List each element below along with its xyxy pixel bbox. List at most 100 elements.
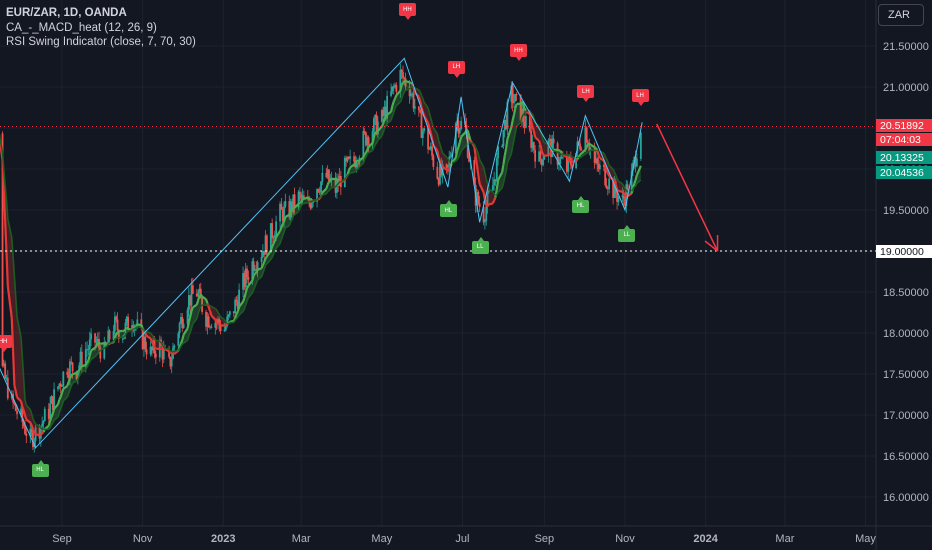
candle-body [79, 351, 82, 366]
ma-slow-line [399, 98, 403, 103]
ma-fast-line [467, 135, 472, 141]
candle-body [47, 408, 50, 419]
ma-slow-line [386, 119, 392, 125]
candle-body [143, 336, 145, 349]
ma-slow-line [382, 128, 386, 134]
price-tick-label: 18.00000 [883, 328, 929, 340]
candle-body [440, 163, 443, 176]
price-tick-label: 19.50000 [883, 205, 929, 217]
candle-body [219, 325, 222, 331]
ma-fast-line [86, 359, 90, 364]
candle-body [593, 148, 596, 163]
ma-band-segment [330, 178, 332, 190]
ma-fast-line [520, 100, 525, 105]
projection-arrow[interactable] [656, 123, 719, 252]
time-axis[interactable]: Sep Nov 2023 Mar May Jul Sep Nov 2024 Mar May [52, 533, 876, 545]
ma-slow-line [70, 382, 74, 387]
ma-slow-price-tag: 20.04536 [876, 166, 932, 179]
candle-body [210, 326, 213, 328]
time-tick-label: 2023 [211, 533, 235, 545]
ma-fast-line [579, 152, 583, 156]
candle-body [62, 371, 65, 386]
ma-slow-line [636, 179, 642, 185]
ma-slow-line [288, 221, 292, 226]
ma-slow-line [423, 101, 429, 109]
candle-body [76, 371, 79, 380]
chart-legend: EUR/ZAR, 1D, OANDA CA_-_MACD_heat (12, 2… [6, 6, 196, 50]
candle-body [190, 285, 193, 306]
candle-body [170, 358, 173, 367]
ma-slow-line [98, 349, 101, 353]
ma-fast-line [53, 403, 59, 410]
ma-fast-line [67, 378, 71, 383]
ma-fast-line [30, 424, 34, 430]
ma-slow-line [373, 144, 376, 149]
ma-band-segment [15, 296, 18, 398]
ma-band-segment [465, 129, 467, 147]
indicator-rsi-swing-label[interactable]: RSI Swing Indicator (close, 7, 70, 30) [6, 36, 196, 48]
ma-fast-line [502, 155, 506, 165]
candle-body [390, 91, 392, 96]
ma-fast-line [263, 258, 267, 263]
ma-fast-line [532, 130, 537, 138]
symbol-title[interactable]: EUR/ZAR, 1D, OANDA [6, 7, 127, 19]
candle-body [242, 273, 244, 290]
sell-signal-label: HH [398, 3, 416, 21]
ma-fast-line [31, 429, 36, 434]
ma-slow-line [575, 156, 578, 159]
ma-slow-line [307, 200, 310, 204]
ma-fast-line [160, 347, 163, 351]
candle-body [585, 127, 588, 143]
ma-fast-line [599, 157, 605, 162]
ma-fast-line [399, 84, 403, 91]
ma-slow-line [603, 152, 606, 157]
currency-button[interactable]: ZAR [878, 4, 924, 26]
ma-slow-line [605, 158, 609, 163]
ma-slow-line [353, 170, 356, 174]
candle-body [206, 316, 209, 327]
candle-body [53, 389, 55, 410]
ma-slow-line [374, 142, 378, 146]
ma-slow-line [52, 419, 55, 424]
ma-slow-line [403, 89, 407, 93]
candle-body [108, 330, 111, 340]
candle-body [177, 333, 180, 346]
ma-slow-line [634, 183, 638, 187]
candle-body [256, 262, 259, 270]
indicator-macd-heat-label[interactable]: CA_-_MACD_heat (12, 26, 9) [6, 21, 157, 34]
grid [0, 0, 876, 526]
candle-body [534, 149, 537, 162]
ma-fast-line [325, 184, 329, 190]
candle-body [113, 316, 116, 331]
ma-fast-line [23, 414, 28, 420]
ma-slow-line [10, 237, 14, 257]
ma-slow-line [114, 337, 117, 341]
ma-band-segment [543, 140, 545, 156]
candle-body [309, 203, 312, 209]
ma-fast-line [597, 154, 601, 159]
ma-fast-line [210, 314, 217, 321]
candle-body [301, 195, 304, 199]
ma-slow-line [67, 389, 71, 395]
ma-fast-line [618, 189, 623, 193]
ma-fast-line [493, 196, 497, 201]
candle-body [13, 402, 16, 404]
candle-body [579, 143, 581, 150]
ma-slow-line [358, 162, 364, 168]
candle-body [131, 325, 133, 330]
candle-body [226, 316, 229, 327]
ma-fast-line [235, 311, 239, 315]
ma-fast-line [438, 161, 443, 166]
ma-slow-line [290, 219, 293, 223]
ma-fast-line [386, 110, 392, 116]
candle-body [598, 164, 601, 170]
candle-body [449, 156, 452, 158]
ma-slow-line [112, 339, 116, 343]
candle-body [349, 156, 352, 159]
ma-slow-line [126, 330, 129, 333]
ma-slow-line [297, 208, 301, 212]
candle-body [561, 157, 564, 159]
ma-slow-line [451, 160, 457, 164]
ma-fast-line [87, 355, 91, 361]
